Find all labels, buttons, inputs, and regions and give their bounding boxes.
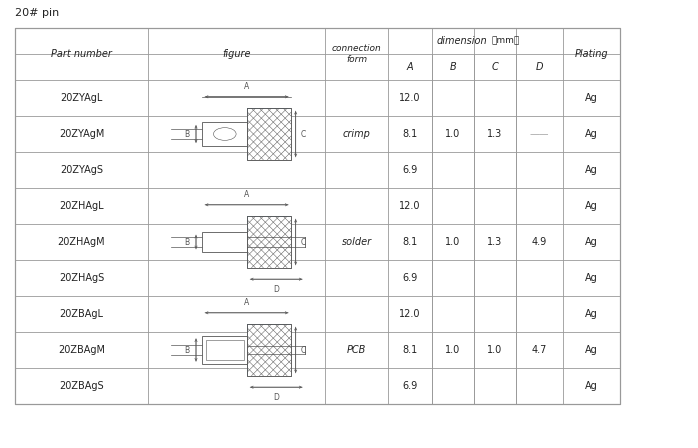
Text: solder: solder [341,237,371,247]
Bar [202,336,247,364]
Text: C: C [491,62,498,72]
Bar [202,232,247,252]
Bar [247,216,291,268]
Text: 20ZHAgM: 20ZHAgM [58,237,105,247]
Text: C: C [300,237,306,246]
Text: 4.9: 4.9 [532,237,547,247]
Bar [202,122,247,146]
Text: 20ZHAgS: 20ZHAgS [59,273,104,283]
Bar [247,108,291,159]
Text: Ag: Ag [585,129,598,139]
Text: 20ZHAgL: 20ZHAgL [59,201,104,211]
Text: 20ZYAgS: 20ZYAgS [60,165,103,175]
Text: 1.3: 1.3 [487,129,503,139]
Text: Ag: Ag [585,165,598,175]
Text: 20ZBAgL: 20ZBAgL [59,309,103,319]
Text: Plating: Plating [574,49,609,59]
Text: Ag: Ag [585,381,598,391]
Text: Ag: Ag [585,273,598,283]
Text: Part number: Part number [51,49,112,59]
Bar [247,324,291,376]
Bar [247,216,291,268]
Text: connection
form: connection form [332,43,381,65]
Text: 1.3: 1.3 [487,237,503,247]
Text: Ag: Ag [585,237,598,247]
Text: ——: —— [530,129,549,139]
Text: B: B [450,62,456,72]
Text: D: D [274,284,279,293]
Text: 1.0: 1.0 [445,345,461,355]
Text: B: B [185,345,190,354]
Text: 12.0: 12.0 [399,309,421,319]
Text: （mm）: （mm） [491,36,519,46]
Text: 4.7: 4.7 [532,345,547,355]
Text: B: B [185,129,190,138]
Text: A: A [407,62,413,72]
Bar [247,324,291,376]
Text: Ag: Ag [585,201,598,211]
Text: 8.1: 8.1 [402,237,417,247]
Bar [15,28,620,404]
Bar [15,28,620,404]
Text: PCB: PCB [347,345,366,355]
Bar [247,324,291,376]
Text: 20ZYAgL: 20ZYAgL [60,93,103,103]
Text: 6.9: 6.9 [402,273,417,283]
Text: Ag: Ag [585,345,598,355]
Bar [247,108,291,159]
Text: D: D [274,392,279,401]
Text: 1.0: 1.0 [445,237,461,247]
Text: 20ZBAgS: 20ZBAgS [59,381,104,391]
Text: 20ZBAgM: 20ZBAgM [58,345,105,355]
Text: 6.9: 6.9 [402,381,417,391]
Text: B: B [185,237,190,246]
Text: A: A [244,298,249,307]
Text: 1.0: 1.0 [445,129,461,139]
Text: D: D [536,62,543,72]
Text: C: C [300,345,306,354]
Text: 1.0: 1.0 [487,345,503,355]
Text: 8.1: 8.1 [402,129,417,139]
Text: crimp: crimp [343,129,371,139]
Text: Ag: Ag [585,93,598,103]
Text: 8.1: 8.1 [402,345,417,355]
Text: A: A [244,190,249,199]
Text: 6.9: 6.9 [402,165,417,175]
Text: 12.0: 12.0 [399,201,421,211]
Text: figure: figure [222,49,251,59]
Text: 20# pin: 20# pin [15,8,59,18]
Text: 20ZYAgM: 20ZYAgM [59,129,104,139]
Bar [247,216,291,268]
Bar [247,108,291,159]
Text: dimension: dimension [436,36,487,46]
Bar [206,340,244,360]
Text: A: A [244,82,249,91]
Text: C: C [300,129,306,138]
Text: 12.0: 12.0 [399,93,421,103]
Text: Ag: Ag [585,309,598,319]
